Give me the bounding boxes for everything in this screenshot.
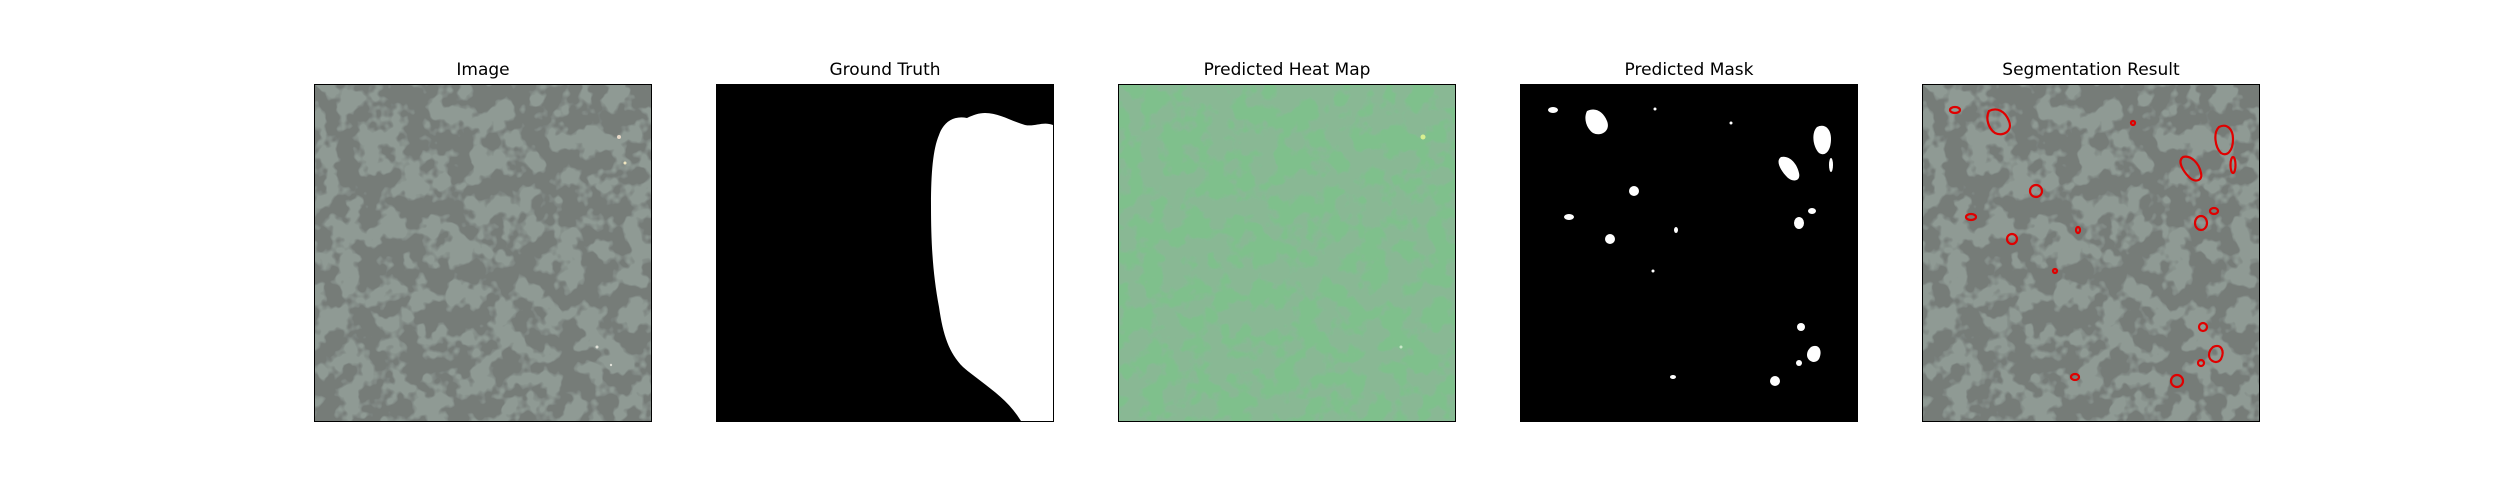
blob <box>1778 156 1800 181</box>
contour <box>2214 124 2235 156</box>
predicted-blobs <box>1548 107 1833 386</box>
blob <box>1653 107 1657 111</box>
blob <box>1829 158 1833 172</box>
blob <box>1813 125 1831 155</box>
blob <box>1629 186 1639 196</box>
contour <box>2207 344 2224 364</box>
predicted-mask-frame <box>1520 84 1858 422</box>
texture-fill <box>1923 85 2259 421</box>
contour <box>2005 232 2019 246</box>
contour <box>2169 373 2185 389</box>
contour <box>2229 155 2237 175</box>
contour <box>2074 225 2082 235</box>
texture-image <box>315 85 651 421</box>
blob <box>1796 360 1802 366</box>
blob <box>1808 208 1816 214</box>
contour <box>2197 321 2209 333</box>
speck <box>617 135 621 139</box>
panel-heat-map: Predicted Heat Map <box>1118 0 1456 500</box>
contour <box>2069 372 2081 382</box>
segmentation-frame <box>1922 84 2260 422</box>
blob <box>1807 345 1821 362</box>
contour <box>2051 267 2059 275</box>
contour <box>2129 119 2137 127</box>
blob <box>1651 269 1655 273</box>
panel-title: Ground Truth <box>829 60 941 80</box>
panel-title: Predicted Mask <box>1624 60 1754 80</box>
ground-truth-mask <box>717 85 1053 421</box>
heat-map-frame <box>1118 84 1456 422</box>
contour <box>1948 105 1962 115</box>
contour <box>1986 108 2011 136</box>
texture-fill <box>315 85 651 421</box>
ground-truth-frame <box>716 84 1054 422</box>
speck <box>1399 345 1403 349</box>
speck <box>623 161 627 165</box>
blob <box>1548 107 1558 113</box>
panel-image: Image <box>314 0 652 500</box>
heat-map-fill <box>1119 85 1455 421</box>
panel-ground-truth: Ground Truth <box>716 0 1054 500</box>
contour <box>2193 214 2209 232</box>
panel-title: Segmentation Result <box>2002 60 2180 80</box>
contour <box>1964 212 1978 222</box>
blob <box>1770 376 1780 386</box>
speck <box>595 345 599 349</box>
heat-map-image <box>1119 85 1455 421</box>
blob <box>1797 323 1805 331</box>
blob <box>1674 227 1678 233</box>
segmentation-image <box>1923 85 2259 421</box>
blob <box>1564 214 1574 220</box>
image-frame <box>314 84 652 422</box>
panel-title: Image <box>456 60 510 80</box>
speck <box>609 363 613 367</box>
panel-segmentation-result: Segmentation Result <box>1922 0 2260 500</box>
panel-predicted-mask: Predicted Mask <box>1520 0 1858 500</box>
contour <box>2179 155 2203 182</box>
contour <box>2196 358 2206 368</box>
blob <box>1794 217 1804 229</box>
contour <box>2028 183 2044 199</box>
mask-background <box>1521 85 1857 421</box>
panel-title: Predicted Heat Map <box>1203 60 1371 80</box>
blob <box>1605 234 1615 244</box>
predicted-mask-image <box>1521 85 1857 421</box>
speck <box>1420 134 1426 140</box>
blob <box>1585 109 1608 135</box>
segmentation-contours <box>1948 105 2237 389</box>
contour <box>2208 206 2220 216</box>
blob <box>1729 121 1733 125</box>
ground-truth-region <box>931 113 1053 421</box>
blob <box>1670 375 1676 379</box>
